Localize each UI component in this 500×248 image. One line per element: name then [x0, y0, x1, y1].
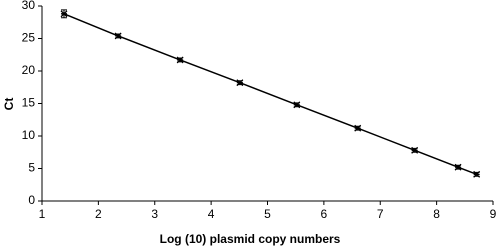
y-tick-label: 15 [22, 96, 36, 110]
data-point [411, 146, 419, 154]
data-point [354, 124, 362, 132]
data-point [293, 101, 301, 109]
x-tick-label: 7 [377, 207, 384, 221]
y-tick-label: 0 [28, 193, 35, 207]
y-tick-label: 5 [28, 161, 35, 175]
data-point [114, 32, 122, 40]
x-tick-label: 9 [490, 207, 497, 221]
x-tick-label: 5 [264, 207, 271, 221]
data-point [454, 163, 462, 171]
x-tick-label: 6 [321, 207, 328, 221]
x-tick-label: 1 [39, 207, 46, 221]
x-tick-label: 8 [433, 207, 440, 221]
data-point [60, 10, 68, 18]
x-tick-label: 4 [208, 207, 215, 221]
x-tick-label: 3 [151, 207, 158, 221]
y-tick-label: 10 [22, 128, 36, 142]
y-tick-label: 20 [22, 63, 36, 77]
data-point [176, 56, 184, 64]
y-axis-title: Ct [2, 98, 16, 111]
x-axis-title: Log (10) plasmid copy numbers [160, 232, 341, 246]
y-tick-label: 25 [22, 31, 36, 45]
x-tick-label: 2 [95, 207, 102, 221]
data-point [236, 79, 244, 87]
y-tick-label: 30 [22, 0, 36, 12]
data-point [473, 170, 481, 178]
